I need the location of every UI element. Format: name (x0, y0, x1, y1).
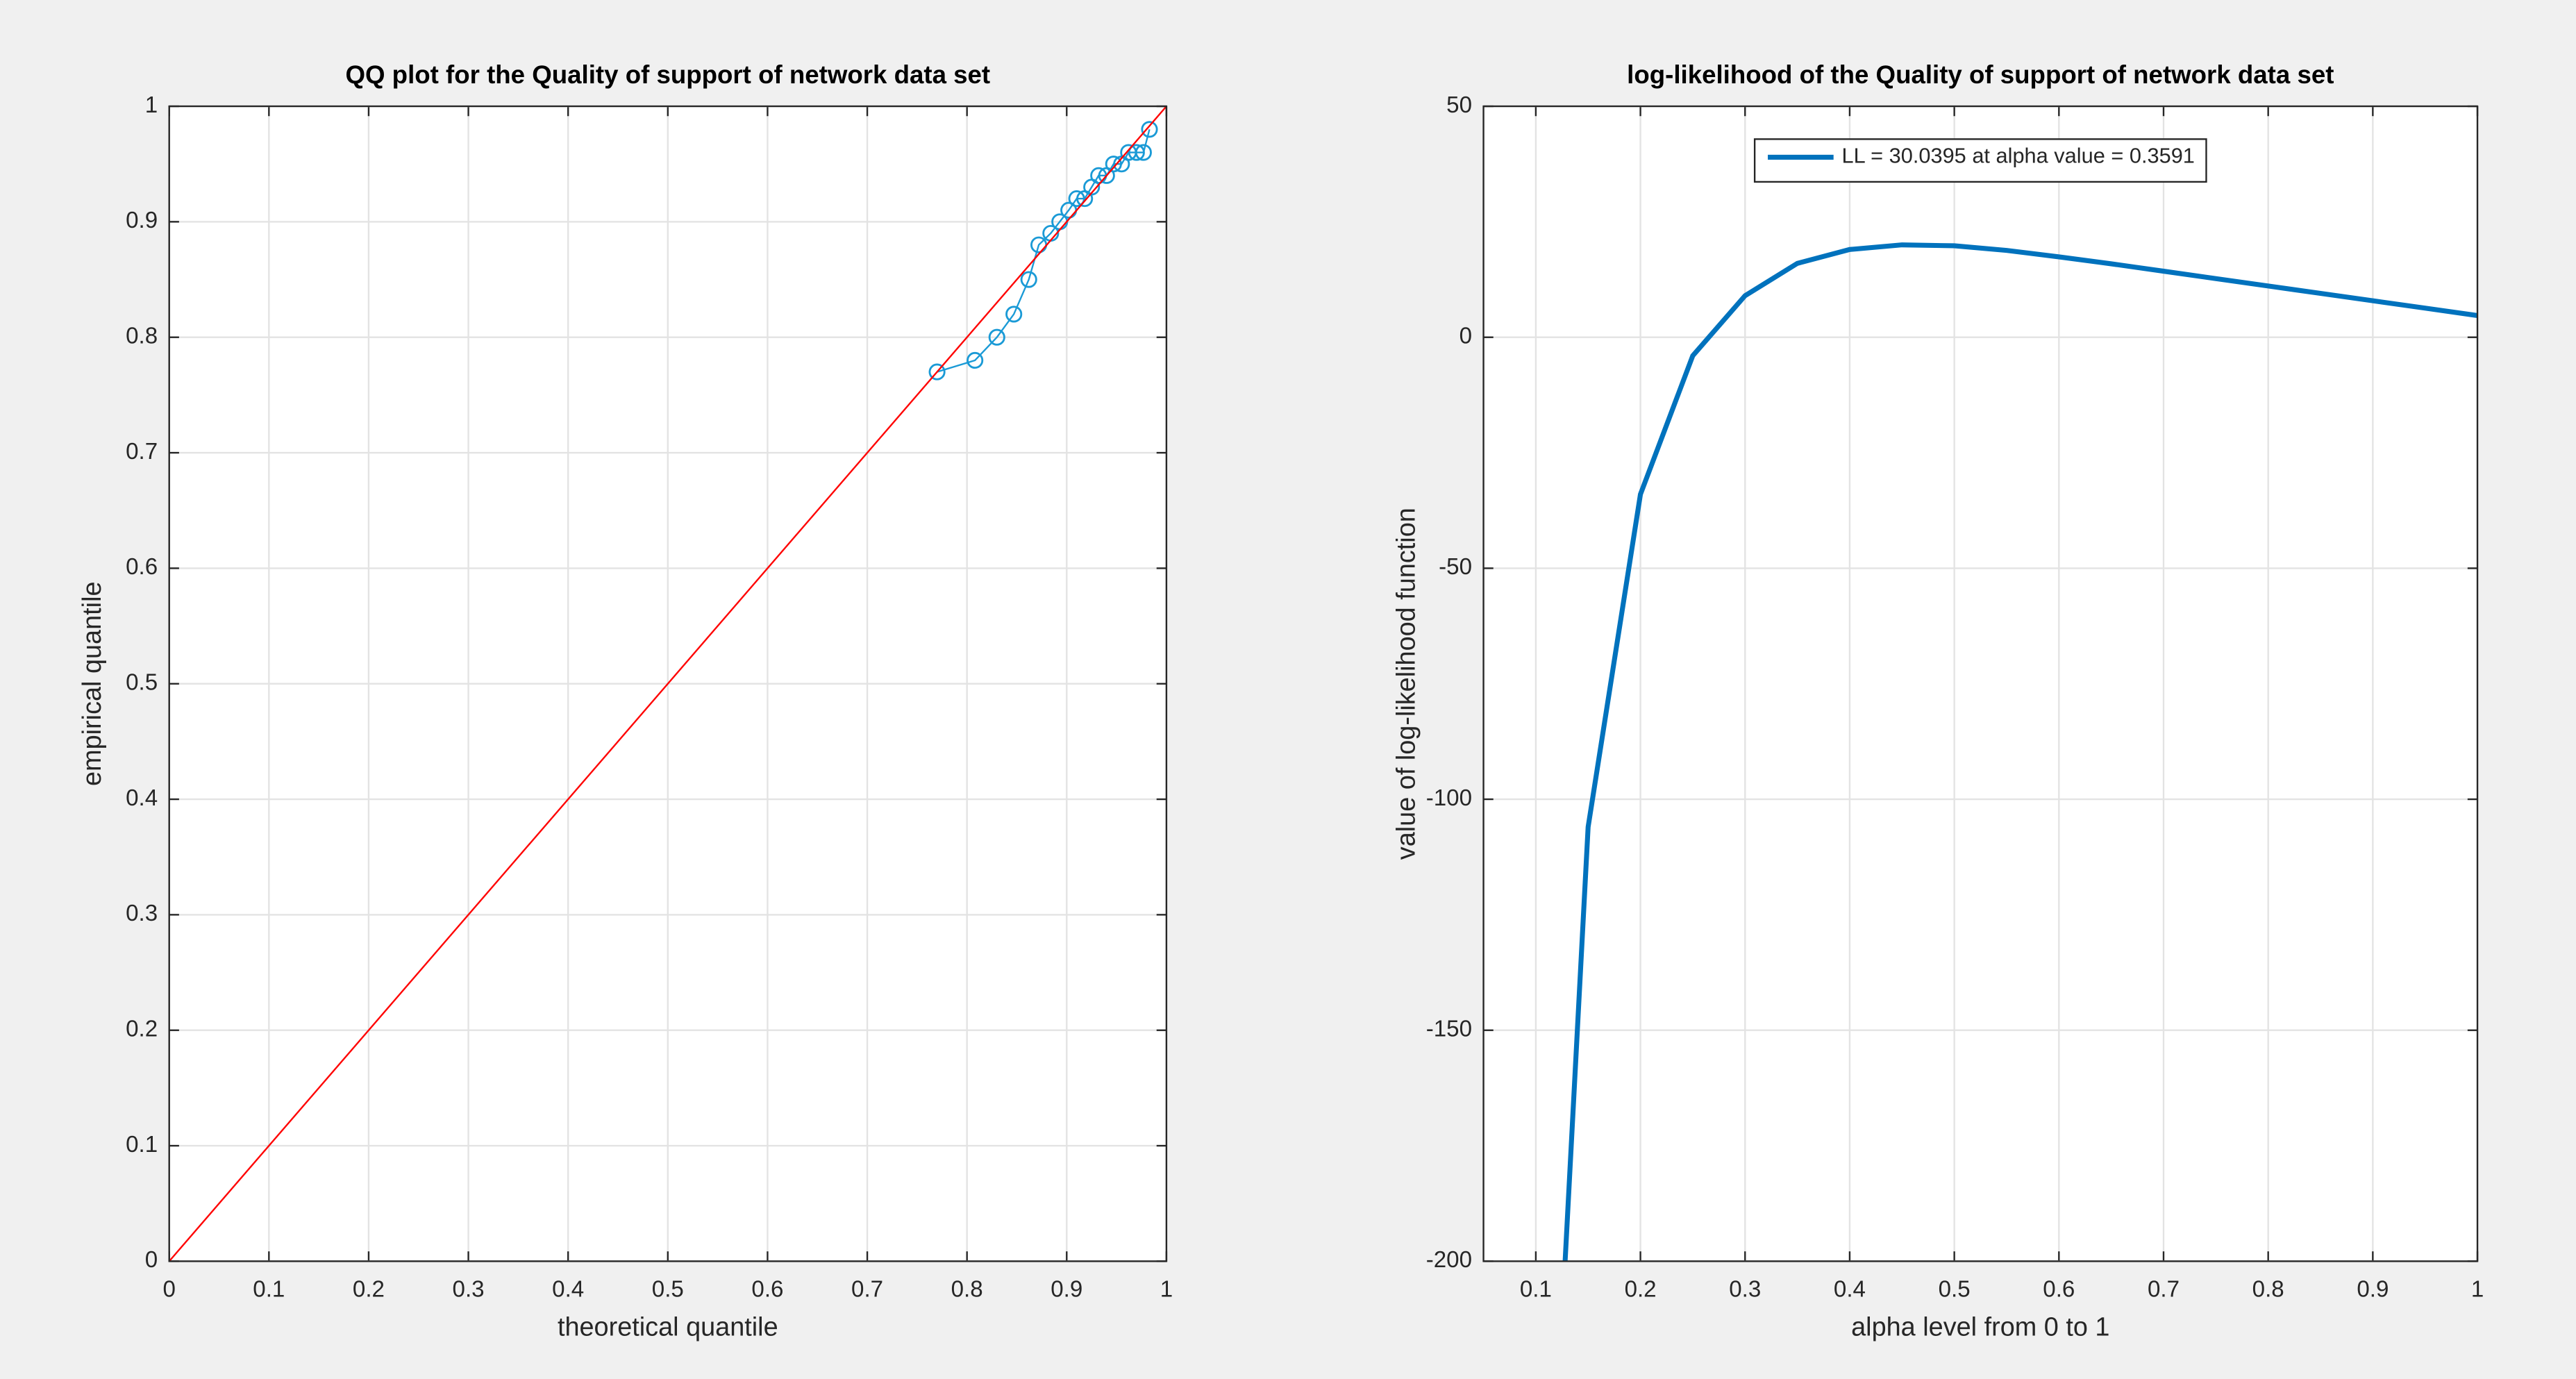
x-tick-label: 0.2 (1625, 1277, 1657, 1303)
x-tick-label: 0.1 (1520, 1277, 1552, 1303)
x-tick-label: 0.1 (253, 1277, 285, 1303)
marker (1135, 144, 1152, 161)
x-tick-label: 0.7 (2148, 1277, 2180, 1303)
x-tick-label: 0.3 (1729, 1277, 1761, 1303)
x-tick-label: 0.2 (353, 1277, 385, 1303)
chart-title: log-likelihood of the Quality of support… (1627, 60, 2334, 89)
marker (1105, 156, 1122, 173)
x-tick-label: 0.9 (1051, 1277, 1082, 1303)
x-tick-label: 0.7 (851, 1277, 883, 1303)
plot-lines (169, 106, 1166, 1262)
marker (928, 363, 946, 381)
chart-title: QQ plot for the Quality of support of ne… (345, 60, 990, 89)
y-tick-label: 0.1 (126, 1132, 158, 1157)
y-tick-label: -100 (1426, 785, 1472, 811)
x-tick-label: 0.8 (951, 1277, 983, 1303)
x-tick-label: 0.5 (652, 1277, 684, 1303)
x-tick-label: 0.9 (2357, 1277, 2389, 1303)
x-tick-label: 0.6 (751, 1277, 783, 1303)
y-tick-label: -150 (1426, 1016, 1472, 1042)
legend: LL = 30.0395 at alpha value = 0.3591 (1753, 138, 2207, 183)
y-tick-label: 0.5 (126, 669, 158, 695)
y-axis-label: value of log-likelihood function (1392, 508, 1421, 860)
legend-label: LL = 30.0395 at alpha value = 0.3591 (1842, 144, 2195, 168)
axes-box (1482, 105, 2479, 1262)
x-axis-label: alpha level from 0 to 1 (1851, 1312, 2109, 1342)
line (937, 129, 1151, 373)
y-tick-label: 0.9 (126, 208, 158, 233)
plot-area (1483, 106, 2478, 1262)
marker (1068, 190, 1085, 208)
y-tick-label: 0.7 (126, 439, 158, 465)
x-tick-label: 1 (1160, 1277, 1173, 1303)
x-tick-label: 0.8 (2252, 1277, 2284, 1303)
line (1562, 242, 2478, 1262)
y-tick-label: 1 (145, 92, 158, 118)
plot-lines (1562, 242, 2478, 1262)
y-tick-label: 0.3 (126, 901, 158, 926)
y-tick-label: 0 (1460, 323, 1472, 349)
y-tick-label: 0.6 (126, 554, 158, 580)
marker (1005, 306, 1023, 323)
y-tick-label: 0.2 (126, 1016, 158, 1042)
legend-box (1753, 138, 2207, 183)
x-axis-label: theoretical quantile (558, 1312, 778, 1342)
axes-box (168, 105, 1168, 1262)
y-tick-label: -50 (1439, 554, 1472, 580)
line (169, 106, 1166, 1262)
marker (1020, 271, 1037, 288)
marker (988, 328, 1005, 346)
y-axis-label: empirical quantile (78, 581, 107, 785)
y-tick-label: 50 (1446, 92, 1472, 118)
y-tick-label: 0 (145, 1247, 158, 1273)
x-tick-label: 0 (162, 1277, 175, 1303)
y-tick-label: 0.4 (126, 785, 158, 811)
x-tick-label: 0.4 (552, 1277, 584, 1303)
x-tick-label: 0.4 (1834, 1277, 1866, 1303)
marker (1128, 144, 1145, 161)
y-tick-label: -200 (1426, 1247, 1472, 1273)
marker (967, 351, 984, 369)
x-tick-label: 0.3 (453, 1277, 485, 1303)
marker (1141, 121, 1158, 138)
y-tick-label: 0.8 (126, 323, 158, 349)
x-tick-label: 0.6 (2043, 1277, 2075, 1303)
x-tick-label: 0.5 (1939, 1277, 1971, 1303)
x-tick-label: 1 (2471, 1277, 2484, 1303)
